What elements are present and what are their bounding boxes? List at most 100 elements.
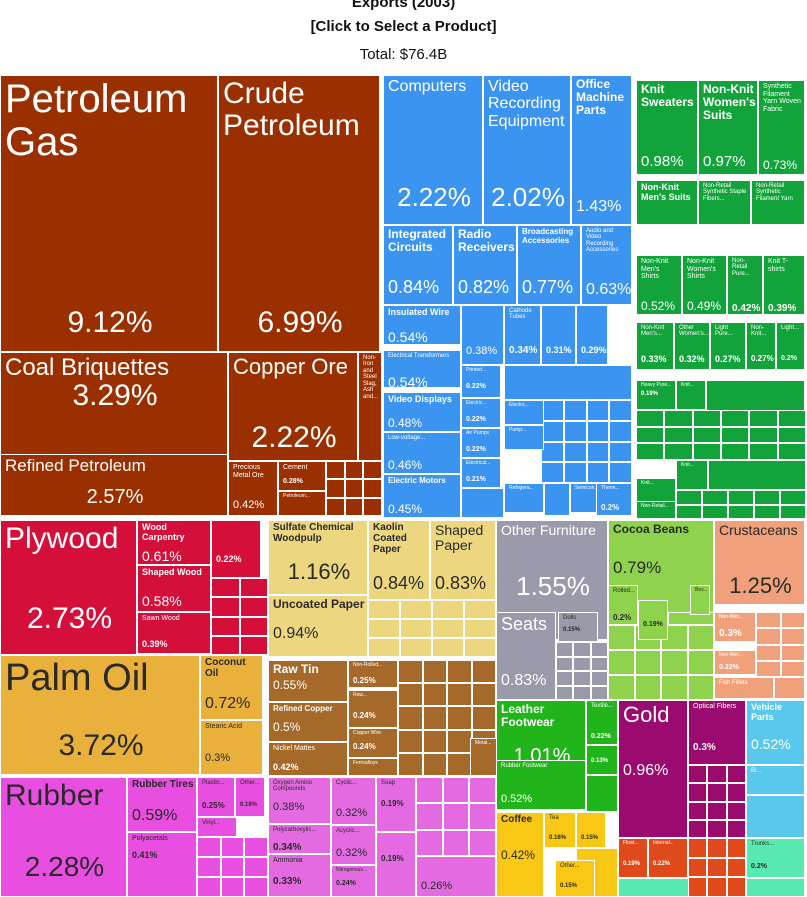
minor-product-cell[interactable] <box>541 400 564 421</box>
tile-non-retail-synthetic-filament-yarn-39[interactable]: Non-Retail Synthetic Filament Yarn0.59% <box>751 180 805 225</box>
tile-office-machine-parts-11[interactable]: Office Machine Parts 1.43% <box>571 75 632 225</box>
minor-product-cell[interactable] <box>754 490 780 505</box>
tile-other-women-s-45[interactable]: Other Women's... 0.32% <box>674 322 710 370</box>
minor-product-cell[interactable] <box>363 479 382 498</box>
tile-knit-52[interactable]: Knit... <box>676 460 708 490</box>
minor-product-cell[interactable] <box>471 683 496 707</box>
tile-product-110[interactable]: 0.15% <box>576 812 606 848</box>
tile-product-88[interactable]: 0.13% <box>586 745 618 775</box>
minor-product-cell[interactable] <box>432 638 464 657</box>
tile-therm-33[interactable]: Therm... 0.2% <box>596 483 632 516</box>
minor-product-cell[interactable] <box>344 479 364 498</box>
minor-product-cluster[interactable] <box>461 488 504 518</box>
minor-product-cell[interactable] <box>692 443 721 460</box>
minor-product-cell[interactable] <box>707 877 727 897</box>
minor-product-cell[interactable] <box>586 420 610 442</box>
minor-product-cell[interactable] <box>777 443 806 460</box>
minor-product-cell[interactable] <box>661 650 688 675</box>
tile-acyclic-103[interactable]: Acyclic... 0.32% <box>331 825 376 865</box>
tile-raw-81[interactable]: Raw... 0.24% <box>348 690 398 728</box>
minor-product-cell[interactable] <box>563 420 587 442</box>
minor-product-cell[interactable] <box>469 803 496 830</box>
minor-product-cell[interactable] <box>447 660 472 684</box>
minor-product-cell[interactable] <box>609 400 632 421</box>
tile-other-97[interactable]: Other... 0.18% <box>235 777 265 817</box>
minor-product-cell[interactable] <box>422 752 447 776</box>
minor-product-cell[interactable] <box>244 857 268 877</box>
tile-heavy-pure-49[interactable]: Heavy Pure... 0.19% <box>636 380 676 410</box>
minor-product-cell[interactable] <box>688 819 708 838</box>
minor-product-cell[interactable] <box>442 777 470 804</box>
minor-product-cell[interactable] <box>636 426 665 444</box>
tile-vinyl-98[interactable]: Vinyl... <box>197 817 237 837</box>
tile-integrated-circuits-12[interactable]: Integrated Circuits 0.84% <box>383 225 453 305</box>
minor-product-cell[interactable] <box>239 616 268 636</box>
minor-product-cell[interactable] <box>707 801 727 820</box>
minor-product-cell[interactable] <box>398 683 423 707</box>
tile-sawn-wood-57[interactable]: Sawn Wood 0.39% <box>137 612 211 654</box>
minor-product-cell[interactable] <box>756 644 781 661</box>
minor-product-cell[interactable] <box>368 638 400 657</box>
minor-product-cell[interactable] <box>676 504 702 519</box>
tile-non-retail-synthetic-staple-fibers-38[interactable]: Non-Retail Synthetic Staple Fibers...0.6… <box>698 180 751 225</box>
minor-product-cell[interactable] <box>749 443 778 460</box>
tile-nickel-mattes-79[interactable]: Nickel Mattes 0.42% <box>268 742 348 776</box>
minor-product-cell[interactable] <box>556 642 574 657</box>
minor-product-cell[interactable] <box>756 628 781 645</box>
tile-cyclic-102[interactable]: Cyclic... 0.32% <box>331 777 376 825</box>
minor-product-cell[interactable] <box>688 783 708 802</box>
tile-knit-sweaters-34[interactable]: Knit Sweaters 0.98% <box>636 80 698 175</box>
minor-product-cell[interactable] <box>398 660 423 684</box>
tile-non-knit-women-s-suits-35[interactable]: Non-Knit Women's Suits 0.97% <box>698 80 758 175</box>
minor-product-cell[interactable] <box>197 877 221 897</box>
minor-product-cell[interactable] <box>398 752 423 776</box>
minor-product-cell[interactable] <box>590 671 608 686</box>
minor-product-cell[interactable] <box>469 777 496 804</box>
minor-product-cell[interactable] <box>563 441 587 463</box>
minor-product-cell[interactable] <box>244 877 268 897</box>
tile-product-68[interactable]: 0.19% <box>638 600 668 640</box>
tile-pump-30[interactable]: Pump... <box>504 425 544 450</box>
minor-product-cell[interactable] <box>326 479 345 498</box>
tile-non-fillet-71[interactable]: Non-fillet... 0.3% <box>714 612 756 642</box>
tile-rubber-footwear-86[interactable]: Rubber Footwear 0.52% <box>496 760 586 810</box>
minor-product-cell[interactable] <box>590 642 608 657</box>
minor-product-cell[interactable] <box>244 837 268 857</box>
minor-product-cell[interactable] <box>780 504 806 519</box>
minor-product-cell[interactable] <box>664 426 693 444</box>
tile-video-recording-equipment-10[interactable]: Video Recording Equipment 2.02% <box>483 75 571 225</box>
minor-product-cluster[interactable] <box>504 365 632 400</box>
minor-product-cell[interactable] <box>422 706 447 730</box>
minor-product-cluster[interactable] <box>708 460 806 490</box>
minor-product-cell[interactable] <box>586 400 610 421</box>
tile-electrical-transformers-17[interactable]: Electrical Transformers 0.54% <box>383 350 461 388</box>
minor-product-cluster[interactable] <box>774 677 805 699</box>
minor-product-cell[interactable] <box>442 803 470 830</box>
minor-product-cell[interactable] <box>726 819 746 838</box>
tile-video-displays-18[interactable]: Video Displays 0.48% <box>383 392 461 432</box>
tile-refined-petroleum-3[interactable]: Refined Petroleum 2.57% <box>0 454 228 516</box>
minor-product-cell[interactable] <box>586 441 610 463</box>
tile-polyacetals-95[interactable]: Polyacetals 0.41% <box>127 832 197 897</box>
minor-product-cell[interactable] <box>754 504 780 519</box>
minor-product-cell[interactable] <box>556 656 574 671</box>
tile-kaolin-coated-paper-61[interactable]: Kaolin Coated Paper 0.84% <box>368 520 430 600</box>
tile-non-retail-pure-42[interactable]: Non-Retail Pure... 0.42% <box>727 255 763 315</box>
minor-product-cell[interactable] <box>688 838 708 858</box>
minor-product-cell[interactable] <box>400 619 432 638</box>
minor-product-cell[interactable] <box>726 838 746 858</box>
tile-oxygen-amino-compounds-99[interactable]: Oxygen Amino Compounds 0.38% <box>268 777 331 824</box>
tile-electric-motors-20[interactable]: Electric Motors 0.45% <box>383 474 461 518</box>
tile-polycarboxylic-100[interactable]: Polycarboxylic... 0.34% <box>268 824 331 854</box>
tile-non-fillet-72[interactable]: Non-fillet... 0.22% <box>714 650 756 675</box>
minor-product-cell[interactable] <box>609 441 632 463</box>
minor-product-cell[interactable] <box>728 490 754 505</box>
minor-product-cell[interactable] <box>661 675 688 700</box>
minor-product-cell[interactable] <box>416 777 443 804</box>
minor-product-cell[interactable] <box>780 660 805 677</box>
tile-refined-copper-78[interactable]: Refined Copper 0.5% <box>268 702 348 742</box>
tile-optical-fibers-90[interactable]: Optical Fibers 0.3% <box>688 700 746 765</box>
tile-petroleum-8[interactable]: Petroleum... <box>278 491 326 516</box>
tile-insulated-wire-16[interactable]: Insulated Wire 0.54% <box>383 305 461 345</box>
